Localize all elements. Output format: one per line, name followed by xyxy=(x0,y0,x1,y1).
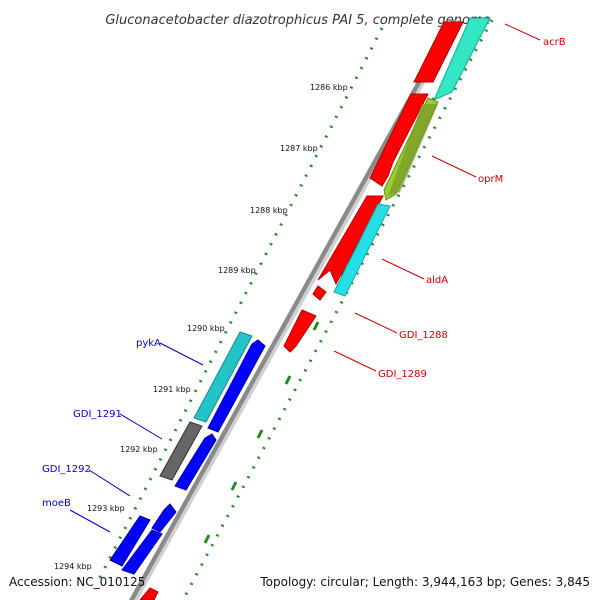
gene-block-GDI_1292[interactable] xyxy=(174,433,217,491)
gene-block-moeB-b[interactable] xyxy=(121,529,163,575)
kbp-ticks: 1286 kbp 1287 kbp 1288 kbp 1289 kbp 1290… xyxy=(54,83,348,571)
feature-cyan[interactable] xyxy=(333,203,391,297)
gene-block-moeB[interactable] xyxy=(109,515,151,567)
feature-olive-shadow xyxy=(388,104,438,196)
left-gene-labels: pykA GDI_1291 GDI_1292 moeB xyxy=(42,338,204,533)
gene-label-moeB[interactable]: moeB xyxy=(42,498,71,509)
tick-label: 1286 kbp xyxy=(310,83,348,92)
leader-line xyxy=(504,23,541,41)
right-gene-labels: acrB oprM aldA GDI_1288 GDI_1289 xyxy=(333,23,566,380)
gene-label-acrB[interactable]: acrB xyxy=(543,37,566,48)
gene-label-GDI_1291[interactable]: GDI_1291 xyxy=(73,409,122,420)
tick-label: 1291 kbp xyxy=(153,385,191,394)
leader-line xyxy=(159,342,204,366)
leader-line xyxy=(88,469,131,497)
gene-block-bottom[interactable] xyxy=(139,587,159,600)
gene-block-GDI_1291[interactable] xyxy=(159,421,203,481)
gene-block-GDI_1289[interactable] xyxy=(283,309,317,353)
gene-label-pykA[interactable]: pykA xyxy=(136,338,161,349)
map-title: Gluconacetobacter diazotrophicus PAI 5, … xyxy=(105,13,490,28)
gene-block-upstream[interactable] xyxy=(369,93,429,187)
leader-line xyxy=(333,350,377,372)
forward-strand-genes xyxy=(139,21,464,600)
leader-line xyxy=(431,155,477,178)
tick-label: 1292 kbp xyxy=(120,445,158,454)
genome-summary: Topology: circular; Length: 3,944,163 bp… xyxy=(259,575,590,589)
outer-dotted-track xyxy=(94,27,384,586)
tick-label: 1288 kbp xyxy=(250,206,288,215)
reverse-strand-genes xyxy=(109,331,266,575)
gene-block-GDI_1288[interactable] xyxy=(312,285,327,301)
leader-line xyxy=(69,509,111,533)
tick-label: 1294 kbp xyxy=(54,562,92,571)
gene-block-acrB[interactable] xyxy=(413,21,464,83)
gene-block-moeB-a[interactable] xyxy=(151,503,177,533)
gene-block-pykA[interactable] xyxy=(193,331,253,423)
tick-label: 1293 kbp xyxy=(87,504,125,513)
inner-dotted-track xyxy=(181,19,494,600)
accession-label: Accession: NC_010125 xyxy=(9,575,145,589)
gene-block-GDI_1291-a[interactable] xyxy=(207,339,266,433)
inner-features xyxy=(333,17,491,297)
leader-line xyxy=(119,413,163,440)
gene-block-aldA[interactable] xyxy=(317,195,384,286)
gene-label-oprM[interactable]: oprM xyxy=(478,174,503,185)
leader-line xyxy=(381,258,425,280)
gene-label-GDI_1292[interactable]: GDI_1292 xyxy=(42,464,91,475)
tick-label: 1290 kbp xyxy=(187,324,225,333)
gene-label-aldA[interactable]: aldA xyxy=(426,275,448,286)
tick-label: 1289 kbp xyxy=(218,266,256,275)
feature-teal[interactable] xyxy=(433,17,491,101)
tick-label: 1287 kbp xyxy=(280,144,318,153)
gene-label-GDI_1289[interactable]: GDI_1289 xyxy=(378,369,427,380)
leader-line xyxy=(354,312,398,334)
gene-label-GDI_1288[interactable]: GDI_1288 xyxy=(399,330,448,341)
